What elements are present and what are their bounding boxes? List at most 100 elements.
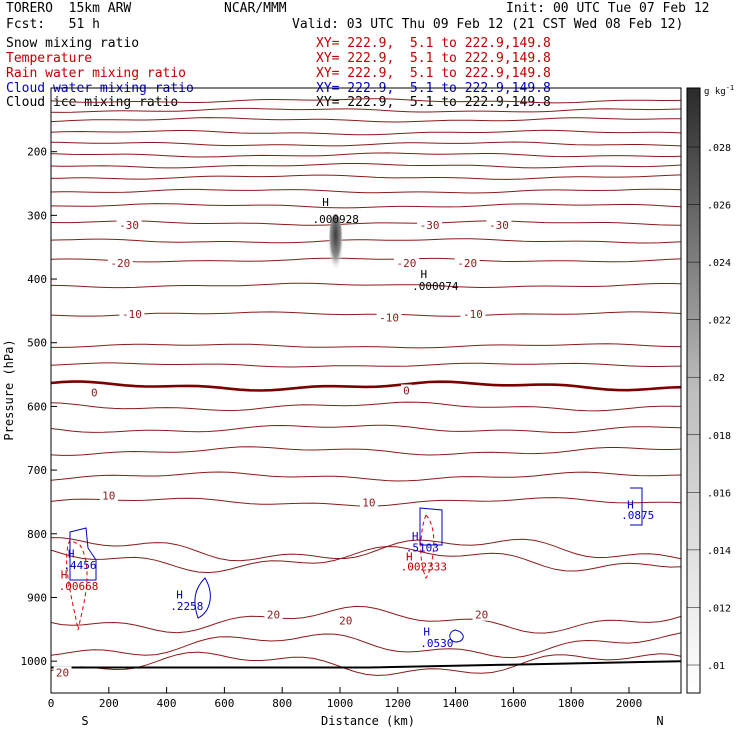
label-backing	[88, 386, 100, 399]
colorbar-tick-label: .02	[707, 373, 725, 384]
label-backing	[264, 608, 283, 621]
y-tick-label: 500	[27, 337, 47, 350]
isotherm-line	[50, 98, 682, 104]
extremum-label: .000928	[312, 213, 358, 226]
init-time-label: Init: 00 UTC Tue 07 Feb 12	[506, 1, 710, 16]
colorbar: g kg-1 .01 .012 .014 .016 .018 .02 .022 .024 .026…	[686, 84, 734, 694]
colorbar-tick-label: .012	[707, 603, 731, 614]
label-backing	[99, 489, 118, 502]
extremum-label: H	[68, 547, 75, 560]
model-label: TORERO 15km ARW	[6, 1, 132, 16]
y-tick-label: 600	[27, 400, 47, 413]
isotherm-line	[50, 471, 682, 482]
label-backing	[53, 666, 72, 679]
label-backing	[107, 257, 133, 270]
isotherm-label: -20	[110, 257, 130, 270]
label-backing	[116, 218, 142, 231]
isotherm-label: -10	[379, 311, 399, 324]
isotherm-label: -10	[463, 308, 483, 321]
x-tick-label: 0	[48, 697, 55, 710]
x-tick-label: 1800	[558, 697, 585, 710]
colorbar-tick-label: .026	[707, 201, 731, 212]
colorbar-tick-label: .028	[707, 143, 731, 154]
isotherm-line	[50, 651, 682, 676]
x-tick-label: 2000	[616, 697, 643, 710]
label-backing	[454, 257, 480, 270]
isotherm-label: 10	[362, 497, 375, 510]
y-tick-label: 1000	[21, 655, 48, 668]
isotherm-line	[50, 188, 682, 194]
isotherm-line	[51, 343, 682, 349]
extremum-label: H	[420, 268, 427, 281]
isotherm-label: 20	[267, 609, 280, 622]
extremum-label: .4456	[63, 559, 96, 572]
x-tick-label: 1400	[442, 697, 469, 710]
extremum-label: H	[322, 196, 329, 209]
temperature-contours	[50, 98, 682, 676]
isotherm-line	[50, 446, 682, 456]
label-backing	[417, 218, 443, 231]
isotherm-line	[50, 174, 682, 180]
colorbar-unit: g kg-1	[704, 84, 734, 97]
isotherm-line	[50, 220, 682, 226]
valid-time-label: Valid: 03 UTC Thu 09 Feb 12 (21 CST Wed …	[292, 17, 684, 32]
contour-labels: -30 -30 -30 -20 -20 -20 -10 -10 -10 0 0 10 10 20 20 20 2…	[53, 196, 654, 680]
extremum-label: H	[406, 551, 413, 564]
colorbar-tick-label: .01	[707, 661, 725, 672]
x-tick-label: 200	[99, 697, 119, 710]
label-backing	[119, 308, 145, 321]
isotherm-line	[50, 238, 682, 244]
isotherm-label: -10	[122, 308, 142, 321]
isotherm-line	[50, 117, 681, 123]
axes: 0 200 400 600 800 1000 1200 1400 1600 1800 2000200…	[2, 146, 664, 728]
forecast-hour-label: Fcst: 51 h	[6, 17, 100, 32]
isotherm-line	[50, 545, 682, 574]
cloud-water-contour	[449, 629, 464, 643]
x-tick-label: 1000	[327, 697, 354, 710]
extremum-label: H	[412, 530, 419, 543]
extremum-label: H	[61, 568, 68, 581]
colorbar-tick-label: .016	[707, 488, 731, 499]
snow-mixing-ratio-shading	[328, 214, 343, 275]
field-xy: XY= 222.9, 5.1 to 222.9,149.8	[316, 66, 551, 81]
extremum-label: .0875	[621, 509, 654, 522]
isotherm-label: 10	[102, 490, 115, 503]
isotherm-line	[50, 311, 682, 317]
snow-shading	[66, 214, 643, 643]
rain-water-contour	[420, 514, 435, 579]
isotherm-line	[50, 129, 682, 136]
south-end-label: S	[81, 714, 88, 728]
cloud-water-contour	[630, 487, 643, 526]
plot-frame	[50, 87, 682, 694]
x-axis-label: Distance (km)	[321, 714, 415, 728]
colorbar-tick-label: .014	[707, 546, 731, 557]
isotherm-line	[50, 424, 682, 434]
cloud-water-contour	[419, 507, 443, 546]
isotherm-label: 20	[475, 609, 488, 622]
extremum-label: H	[423, 626, 430, 639]
y-tick-label: 700	[27, 464, 47, 477]
isotherm-line	[50, 380, 682, 392]
isotherm-line	[50, 203, 682, 209]
x-tick-label: 1200	[385, 697, 412, 710]
y-tick-label: 900	[27, 591, 47, 604]
isotherm-line	[50, 632, 682, 659]
field-name: Rain water mixing ratio	[6, 66, 187, 81]
plot-border	[50, 87, 682, 694]
extremum-label: .000074	[412, 280, 459, 293]
extremum-label: H	[176, 589, 183, 602]
isotherm-line	[50, 163, 682, 169]
y-axis-label: Pressure (hPa)	[2, 339, 16, 440]
isotherm-label: -20	[457, 257, 477, 270]
plot-header: TORERO 15km ARW NCAR/MMM Init: 00 UTC Tu…	[0, 0, 740, 110]
isotherm-label: -30	[489, 219, 509, 232]
label-backing	[460, 308, 486, 321]
label-backing	[400, 384, 412, 397]
x-tick-label: 600	[214, 697, 234, 710]
terrain-line	[51, 660, 682, 669]
org-label: NCAR/MMM	[224, 1, 287, 16]
y-tick-label: 300	[27, 209, 47, 222]
y-tick-label: 200	[27, 146, 47, 159]
y-tick-label: 400	[27, 273, 47, 286]
